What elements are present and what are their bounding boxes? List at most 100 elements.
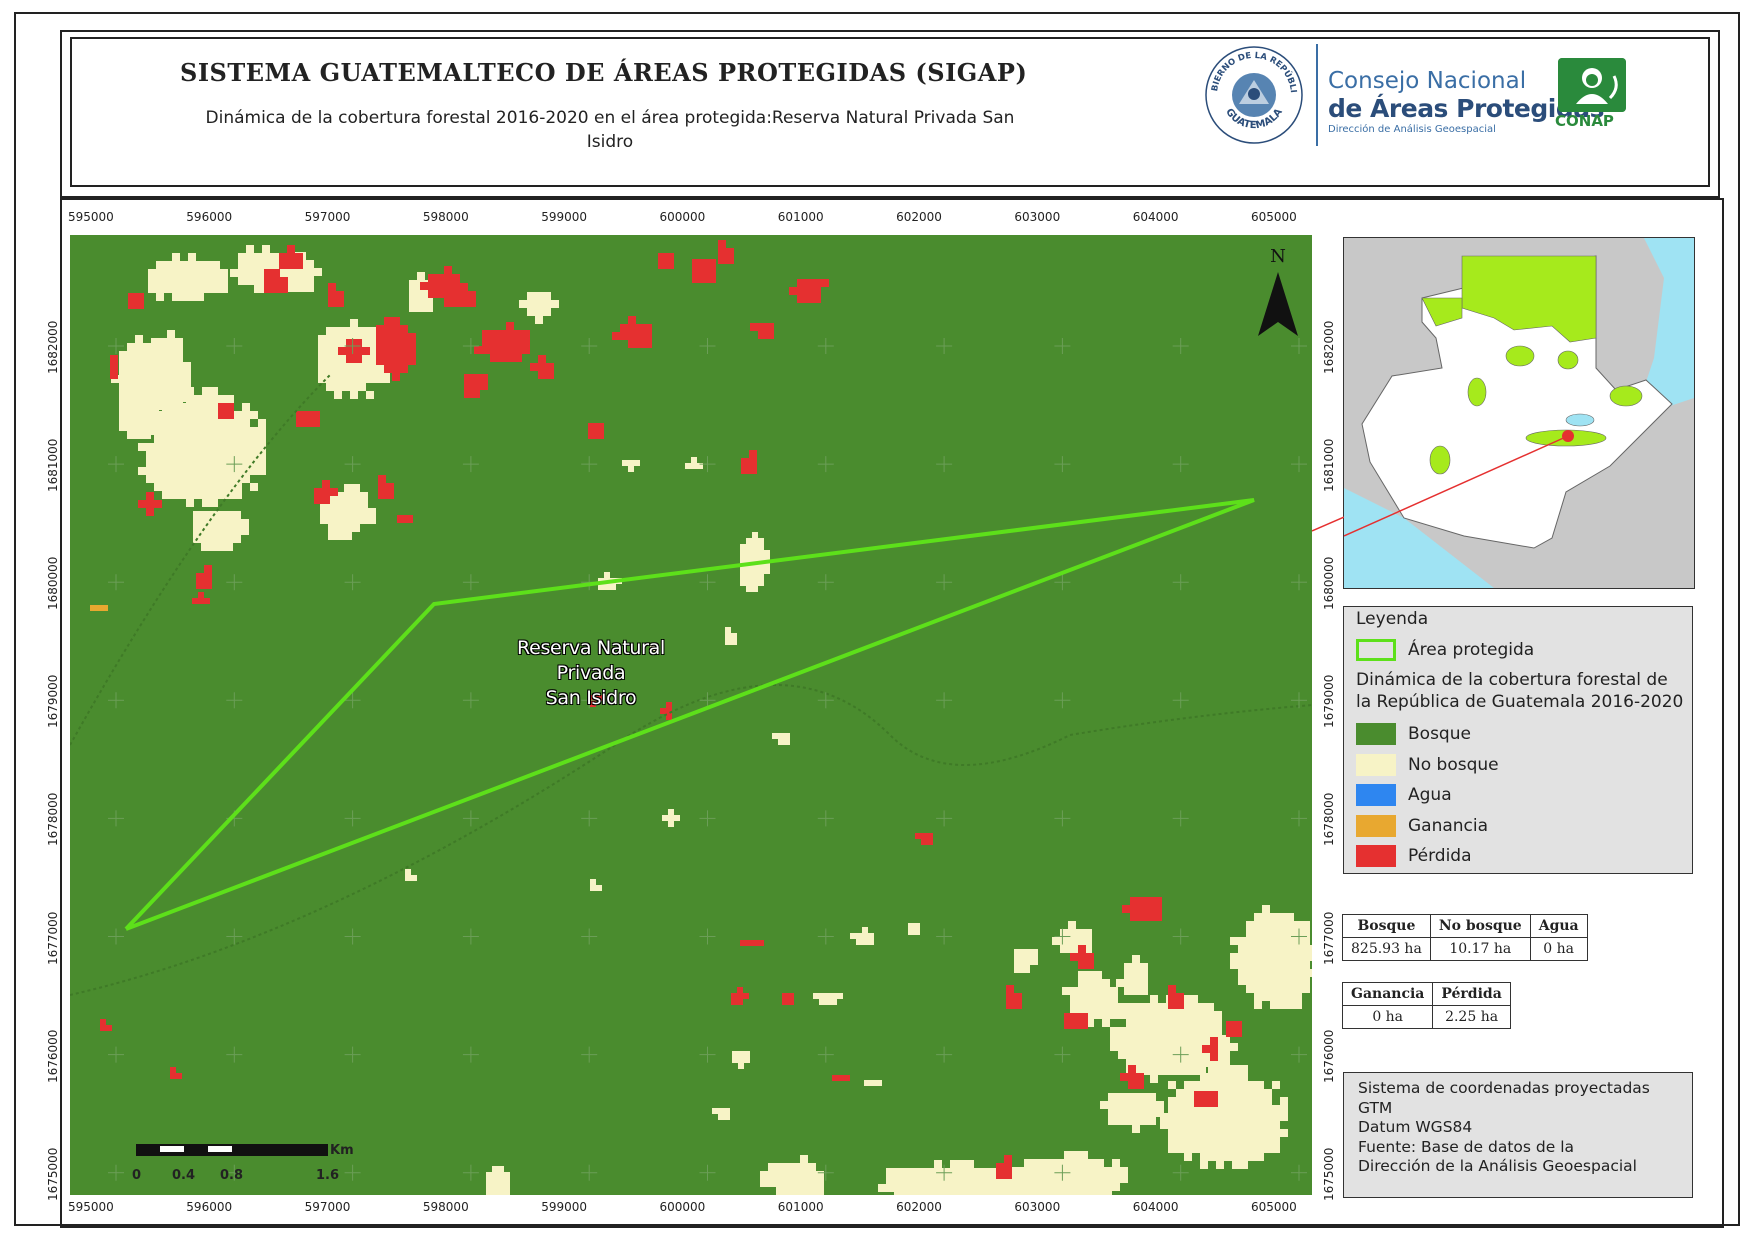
x-tick-label: 604000 <box>1132 1200 1179 1214</box>
x-tick-label: 598000 <box>422 1200 469 1214</box>
x-tick-label: 605000 <box>1251 210 1297 224</box>
protected-area-label-line-2: Privada <box>556 662 626 684</box>
scale-bar-graphic <box>136 1144 328 1156</box>
info-panel: Sistema de coordenadas proyectadas GTM D… <box>1343 1072 1693 1198</box>
x-tick-label: 598000 <box>422 210 469 224</box>
x-tick-label: 599000 <box>541 1200 587 1214</box>
scale-tick-1: 0.4 <box>172 1168 196 1183</box>
legend-item-label: Ganancia <box>1408 815 1489 836</box>
legend-item: No bosque <box>1356 753 1499 776</box>
x-tick-label: 601000 <box>777 1200 824 1214</box>
protected-area-label-line-3: San Isidro <box>545 687 637 709</box>
conap-monkey-logo <box>1558 58 1626 112</box>
y-tick-label: 1677000 <box>1322 911 1336 965</box>
x-tick-label: 596000 <box>186 210 233 224</box>
legend-swatch <box>1356 753 1396 776</box>
legend-swatch <box>1356 784 1396 806</box>
x-tick-label: 603000 <box>1014 210 1061 224</box>
protected-area-label-line-1: Reserva Natural <box>517 637 665 659</box>
x-tick-label: 600000 <box>659 210 706 224</box>
stats-table-2: Ganancia Pérdida 0 ha 2.25 ha <box>1341 982 1511 1029</box>
stats-header-bosque: Bosque <box>1342 914 1431 938</box>
legend-dynamics-title: Dinámica de la cobertura forestal de la … <box>1356 670 1684 712</box>
y-tick-label: 1678000 <box>46 792 60 847</box>
legend-swatch <box>1356 814 1396 837</box>
x-tick-label: 600000 <box>659 1200 706 1214</box>
x-tick-label: 596000 <box>186 1200 233 1214</box>
subtitle-line-1: Dinámica de la cobertura forestal 2016-2… <box>205 108 1015 128</box>
stats-header-agua: Agua <box>1529 914 1588 938</box>
logo-separator <box>1316 44 1318 146</box>
header-box <box>70 37 1710 187</box>
y-tick-label: 1675000 <box>1322 1147 1336 1201</box>
stats-value-no-bosque: 10.17 ha <box>1429 937 1531 961</box>
legend-panel: Leyenda Área protegida Dinámica de la co… <box>1343 606 1693 874</box>
header-frame <box>60 30 1720 198</box>
info-line-4: Fuente: Base de datos de la <box>1358 1137 1574 1156</box>
scale-bar: 0 0.4 0.8 1.6 Km <box>132 1142 354 1183</box>
legend-item-label: Pérdida <box>1408 846 1472 866</box>
x-tick-label: 597000 <box>304 210 351 224</box>
y-tick-label: 1680000 <box>46 556 60 611</box>
x-tick-label: 602000 <box>896 210 942 224</box>
stats-header-no-bosque: No bosque <box>1429 914 1531 938</box>
y-tick-label: 1682000 <box>46 320 60 374</box>
x-tick-label: 595000 <box>68 210 114 224</box>
legend-item: Pérdida <box>1356 845 1472 867</box>
y-tick-label: 1677000 <box>46 911 60 965</box>
legend-area-swatch <box>1356 639 1396 661</box>
legend-item-label: Bosque <box>1408 724 1471 744</box>
y-tick-label: 1679000 <box>46 674 60 729</box>
x-tick-label: 601000 <box>777 210 824 224</box>
stats-value-ganancia: 0 ha <box>1341 1005 1434 1029</box>
y-tick-label: 1680000 <box>1322 556 1336 611</box>
inset-map-graphic <box>1344 238 1694 588</box>
map-frame <box>60 198 1724 1228</box>
y-tick-label: 1679000 <box>1322 674 1336 729</box>
map-title: SISTEMA GUATEMALTECO DE ÁREAS PROTEGIDAS… <box>180 58 1028 87</box>
stats-value-agua: 0 ha <box>1529 937 1588 961</box>
north-arrow-icon: N <box>1258 246 1298 336</box>
guatemala-emblem-logo: GOBIERNO DE LA REPÚBLICA GUATEMALA <box>1203 44 1303 144</box>
info-line-3: Datum WGS84 <box>1358 1118 1473 1136</box>
conap-name-line3: Dirección de Análisis Geoespacial <box>1328 124 1496 135</box>
x-tick-label: 599000 <box>541 210 587 224</box>
info-line-1: Sistema de coordenadas proyectadas <box>1358 1079 1650 1097</box>
info-line-5: Dirección de la Análisis Geoespacial <box>1358 1157 1637 1175</box>
legend-item: Bosque <box>1356 723 1471 745</box>
y-tick-label: 1676000 <box>46 1029 60 1083</box>
stats-header-perdida: Pérdida <box>1432 982 1511 1006</box>
legend-item-label: No bosque <box>1408 754 1499 775</box>
inset-location-map[interactable] <box>1343 237 1695 589</box>
conap-name-line1: Consejo Nacional <box>1328 68 1527 94</box>
inset-pointer-line <box>1312 516 1344 532</box>
scale-unit: Km <box>330 1143 354 1158</box>
stats-header-ganancia: Ganancia <box>1341 982 1434 1006</box>
stats-value-bosque: 825.93 ha <box>1342 937 1431 961</box>
legend-swatch <box>1356 845 1396 867</box>
legend-area-label: Área protegida <box>1408 640 1535 660</box>
y-tick-label: 1681000 <box>1322 438 1336 493</box>
legend-title: Leyenda <box>1356 609 1429 629</box>
x-tick-label: 602000 <box>896 1200 942 1214</box>
y-tick-label: 1676000 <box>1322 1029 1336 1083</box>
north-label: N <box>1270 246 1286 267</box>
scale-tick-2: 0.8 <box>220 1168 244 1183</box>
main-map[interactable] <box>70 235 1312 1195</box>
x-tick-label: 603000 <box>1014 1200 1061 1214</box>
outer-frame <box>14 12 1740 1226</box>
x-tick-label: 597000 <box>304 1200 351 1214</box>
y-tick-label: 1681000 <box>46 438 60 493</box>
legend-item: Ganancia <box>1356 814 1489 837</box>
info-line-2: GTM <box>1358 1098 1393 1117</box>
subtitle-line-2: Isidro <box>586 132 634 152</box>
stats-table-1: Bosque No bosque Agua 825.93 ha 10.17 ha… <box>1342 914 1588 961</box>
legend-item-label: Agua <box>1408 785 1452 805</box>
map-subtitle: Dinámica de la cobertura forestal 2016-2… <box>200 106 1020 154</box>
conap-logo-text: CONAP <box>1555 112 1614 130</box>
legend-swatch <box>1356 723 1396 745</box>
protected-area-label: Reserva Natural Privada San Isidro <box>486 636 696 711</box>
protected-area-boundary <box>124 498 1255 931</box>
legend-item: Agua <box>1356 784 1452 806</box>
x-tick-label: 605000 <box>1251 1200 1297 1214</box>
